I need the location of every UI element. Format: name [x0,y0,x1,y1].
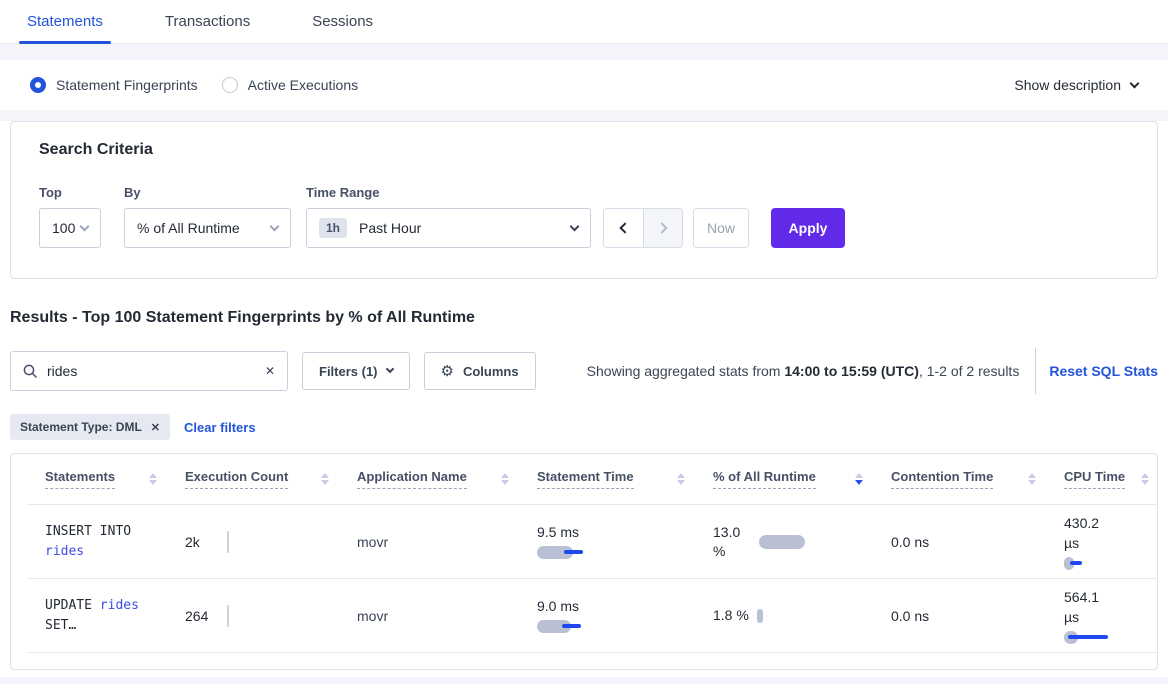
statements-table: Statements Execution Count Application N… [10,453,1158,670]
radio-selected-icon [30,77,46,93]
page-band [0,44,1168,60]
search-criteria-title: Search Criteria [39,141,153,158]
filters-button[interactable]: Filters (1) [302,352,410,390]
runtime-pct-bar [757,608,763,623]
table-row[interactable]: UPDATE rides SET… 264 movr 9.0 ms 1.8 % … [11,579,1157,652]
execution-count-cell: 264 [185,604,357,627]
cpu-time-bar [1064,631,1114,644]
top-tab-bar: Statements Transactions Sessions [0,0,1168,44]
filter-chip-statement-type[interactable]: Statement Type: DML ✕ [10,414,171,440]
column-header-execution-count[interactable]: Execution Count [185,469,357,489]
remove-filter-icon[interactable]: ✕ [150,421,161,434]
column-header-statements[interactable]: Statements [45,469,185,489]
results-heading: Results - Top 100 Statement Fingerprints… [10,309,475,326]
chevron-left-icon [619,222,631,234]
sort-icon[interactable] [321,473,329,485]
tab-sessions[interactable]: Sessions [312,13,374,30]
columns-button[interactable]: ⚙ Columns [423,352,536,390]
page-band [0,110,1168,121]
sort-icon[interactable] [501,473,509,485]
column-header-application-name[interactable]: Application Name [357,469,537,489]
search-criteria-panel: Search Criteria Top 100 By % of All Runt… [10,121,1158,279]
chevron-right-icon [655,222,668,234]
clear-search-icon[interactable]: ✕ [264,364,275,378]
sort-icon[interactable] [149,473,157,485]
tab-transactions[interactable]: Transactions [164,13,251,30]
divider [27,652,1157,653]
radio-label: Statement Fingerprints [56,77,198,93]
cpu-time-cell: 430.2 µs [1064,513,1157,570]
statement-time-bar [537,620,597,633]
statement-fingerprint-link[interactable]: INSERT INTO rides [45,523,132,559]
execution-count-bar [227,530,229,553]
cpu-time-cell: 564.1 µs [1064,587,1157,644]
statement-fingerprint-link[interactable]: UPDATE rides SET… [45,597,139,633]
statement-time-cell: 9.5 ms [537,524,713,559]
sort-icon[interactable] [1141,473,1149,485]
by-label: By [124,185,141,200]
column-header-cpu-time[interactable]: CPU Time [1064,469,1157,489]
time-range-label: Time Range [306,185,380,200]
cpu-time-bar [1064,557,1104,570]
filter-chips-row: Statement Type: DML ✕ Clear filters [10,414,1158,440]
clear-filters-link[interactable]: Clear filters [184,419,256,435]
execution-count-bar [227,604,229,627]
execution-count-cell: 2k [185,530,357,553]
next-time-button[interactable] [643,209,682,247]
chevron-down-icon [385,364,394,374]
table-row[interactable]: INSERT INTO rides 2k movr 9.5 ms 13.0 % … [11,505,1157,578]
time-pager [603,208,683,248]
column-header-contention-time[interactable]: Contention Time [891,469,1064,489]
search-value: rides [47,363,78,379]
apply-button[interactable]: Apply [771,208,845,248]
results-controls: rides ✕ Filters (1) ⚙ Columns Showing ag… [10,348,1158,394]
contention-time-cell: 0.0 ns [891,607,930,624]
view-mode-bar: Statement Fingerprints Active Executions… [0,60,1168,110]
chevron-down-icon [269,221,280,231]
gear-icon: ⚙ [440,363,454,380]
application-name-cell: movr [357,607,389,624]
chevron-down-icon [79,221,90,231]
results-summary: Showing aggregated stats from 14:00 to 1… [586,363,1020,379]
runtime-pct-cell: 13.0 % [713,523,891,561]
top-field: Top 100 [39,185,124,248]
by-field: By % of All Runtime [124,185,306,248]
show-description-toggle[interactable]: Show description [1014,77,1140,93]
radio-statement-fingerprints[interactable]: Statement Fingerprints [30,77,198,93]
table-header-row: Statements Execution Count Application N… [11,454,1157,504]
now-button[interactable]: Now [693,208,749,248]
time-window: 14:00 to 15:59 (UTC) [784,363,919,379]
reset-sql-stats-link[interactable]: Reset SQL Stats [1049,363,1158,379]
sort-icon[interactable] [677,473,685,485]
column-header-statement-time[interactable]: Statement Time [537,469,713,489]
time-range-badge: 1h [319,218,348,238]
sort-icon[interactable] [1028,473,1036,485]
divider [27,578,1157,579]
divider [1035,348,1037,394]
page-band [0,677,1168,684]
prev-time-button[interactable] [604,209,643,247]
chevron-down-icon [1129,78,1140,88]
search-input[interactable]: rides ✕ [10,351,288,391]
divider [27,504,1157,505]
application-name-cell: movr [357,533,389,550]
runtime-pct-bar [759,534,805,549]
column-header-runtime-pct[interactable]: % of All Runtime [713,469,891,489]
statement-time-cell: 9.0 ms [537,598,713,633]
radio-label: Active Executions [247,77,359,93]
chevron-down-icon [569,221,580,231]
statement-time-bar [537,546,597,559]
by-select[interactable]: % of All Runtime [124,208,291,248]
top-label: Top [39,185,62,200]
sort-icon-active-desc[interactable] [855,473,863,485]
top-select[interactable]: 100 [39,208,101,248]
radio-active-executions[interactable]: Active Executions [221,77,359,93]
time-range-select[interactable]: 1h Past Hour [306,208,591,248]
tab-statements[interactable]: Statements [19,0,111,44]
search-icon [23,364,37,378]
radio-unselected-icon [221,77,238,93]
time-range-field: Time Range 1h Past Hour [306,185,603,248]
contention-time-cell: 0.0 ns [891,533,930,550]
runtime-pct-cell: 1.8 % [713,606,891,625]
